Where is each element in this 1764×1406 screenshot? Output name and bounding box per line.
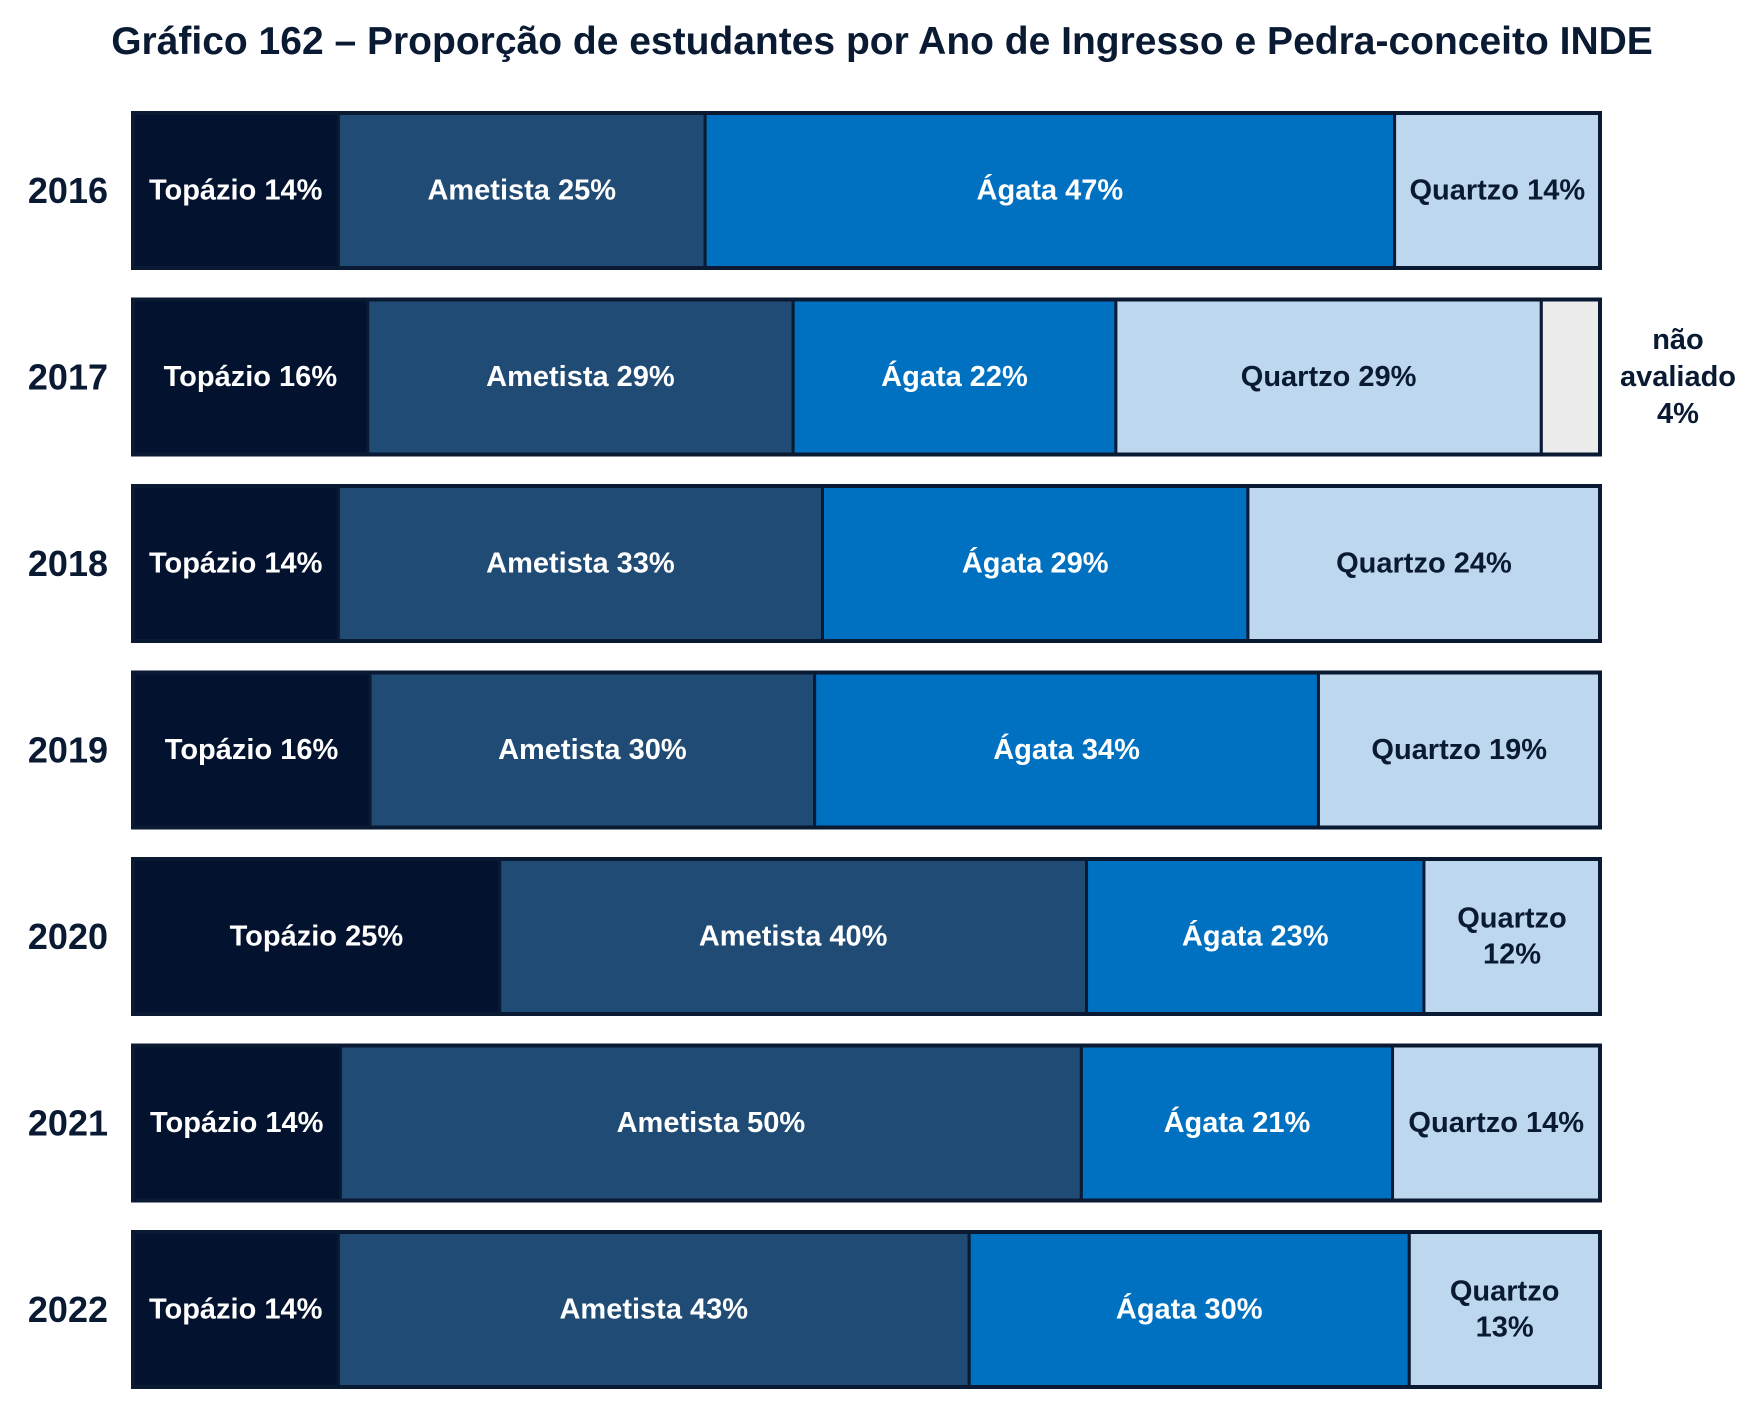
bar-border-2017 [131,297,1602,457]
bar-segment-ametista-2019 [368,671,817,829]
bar-border-2022 [131,1230,1602,1389]
bar-segment-ametista-2021 [338,1044,1083,1202]
data-label-quartzo-2017: Quartzo 29% [1241,361,1417,393]
data-label-line: Quartzo [1457,903,1567,935]
bar-segment-nao-avaliado-2017 [1539,298,1602,456]
bar-segment-quartzo-2019 [1316,671,1602,829]
bar-row-2016: Topázio 14% Ametista 25% Ágata 47% Quartzo … [131,111,1602,270]
data-label-line: 13% [1476,1312,1534,1344]
data-label-agata-2018: Ágata 29% [962,546,1109,580]
annotation-line: avaliado [1620,361,1736,393]
bar-row-2021: Topázio 14% Ametista 50% Ágata 21% Quartzo … [131,1043,1602,1203]
data-label-quartzo-2020: Quartzo 12% [1457,903,1567,971]
data-label-agata-2022: Ágata 30% [1116,1292,1263,1326]
year-label-2020: 2020 [28,916,108,957]
data-label-line: 12% [1483,939,1541,971]
bar-segment-quartzo-2018 [1246,484,1602,643]
data-label-ametista-2018: Ametista 33% [486,548,675,580]
data-label-quartzo-2018: Quartzo 24% [1336,548,1512,580]
bar-segment-ametista-2020 [498,857,1089,1016]
bar-row-2022: Topázio 14% Ametista 43% Ágata 30% Quartzo 1… [131,1230,1602,1389]
annotation-line: 4% [1657,398,1699,430]
data-label-quartzo-2019: Quartzo 19% [1371,734,1547,766]
bar-segment-agata-2016 [703,111,1397,270]
year-label-2022: 2022 [28,1289,108,1330]
bar-segment-topazio-2016 [131,111,340,270]
annotation-line: não [1652,324,1704,356]
data-label-quartzo-2016: Quartzo 14% [1409,175,1585,207]
data-label-ametista-2020: Ametista 40% [699,921,888,953]
data-label-agata-2016: Ágata 47% [977,173,1124,207]
year-label-2017: 2017 [28,357,108,398]
bar-segment-quartzo-2022 [1407,1230,1602,1389]
data-label-topazio-2019: Topázio 16% [165,734,339,766]
data-label-topazio-2018: Topázio 14% [149,548,323,580]
data-label-ametista-2019: Ametista 30% [498,734,687,766]
data-label-agata-2017: Ágata 22% [881,359,1028,393]
bar-row-2017: Topázio 16% Ametista 29% Ágata 22% Quartzo … [131,297,1602,457]
data-label-topazio-2020: Topázio 25% [230,921,404,953]
bar-border-2018 [131,484,1602,643]
data-label-quartzo-2022: Quartzo 13% [1450,1276,1560,1344]
bar-segment-topazio-2018 [131,484,340,643]
year-label-2016: 2016 [28,170,108,211]
data-label-topazio-2017: Topázio 16% [164,361,338,393]
data-label-line: Quartzo [1450,1276,1560,1308]
bar-row-2018: Topázio 14% Ametista 33% Ágata 29% Quartzo … [131,484,1602,643]
year-label-2018: 2018 [28,543,108,584]
data-label-topazio-2016: Topázio 14% [149,175,323,207]
data-label-agata-2020: Ágata 23% [1182,919,1329,953]
bar-segment-ametista-2022 [336,1230,971,1389]
data-label-topazio-2022: Topázio 14% [149,1294,323,1326]
bar-segment-agata-2020 [1085,857,1426,1016]
year-label-2021: 2021 [28,1103,108,1144]
bar-row-2020: Topázio 25% Ametista 40% Ágata 23% Quartzo 1… [131,857,1602,1016]
data-label-quartzo-2021: Quartzo 14% [1408,1107,1584,1139]
data-label-ametista-2016: Ametista 25% [427,175,616,207]
data-label-ametista-2022: Ametista 43% [559,1294,748,1326]
bar-segment-agata-2017 [791,298,1118,456]
data-label-ametista-2021: Ametista 50% [617,1107,806,1139]
bar-row-2019: Topázio 16% Ametista 30% Ágata 34% Quartzo … [131,670,1602,830]
bar-segment-quartzo-2020 [1422,857,1602,1016]
data-label-agata-2019: Ágata 34% [993,732,1140,766]
data-label-ametista-2017: Ametista 29% [486,361,675,393]
data-label-topazio-2021: Topázio 14% [150,1107,324,1139]
bar-segment-agata-2019 [813,671,1320,829]
bar-border-2019 [131,670,1602,830]
bar-segment-agata-2018 [820,484,1250,643]
bar-segment-ametista-2018 [336,484,824,643]
year-label-2019: 2019 [28,730,108,771]
bar-segment-topazio-2022 [131,1230,340,1389]
annotation-nao-avaliado-2017: não avaliado 4% [1620,324,1736,430]
bar-border-2021 [131,1043,1602,1203]
bar-segment-topazio-2019 [131,671,372,829]
bar-segment-topazio-2020 [131,857,502,1016]
data-label-agata-2021: Ágata 21% [1164,1105,1311,1139]
bar-border-2020 [131,857,1602,1016]
chart-title: Gráfico 162 – Proporção de estudantes po… [111,20,1653,63]
bar-border-2016 [131,111,1602,270]
